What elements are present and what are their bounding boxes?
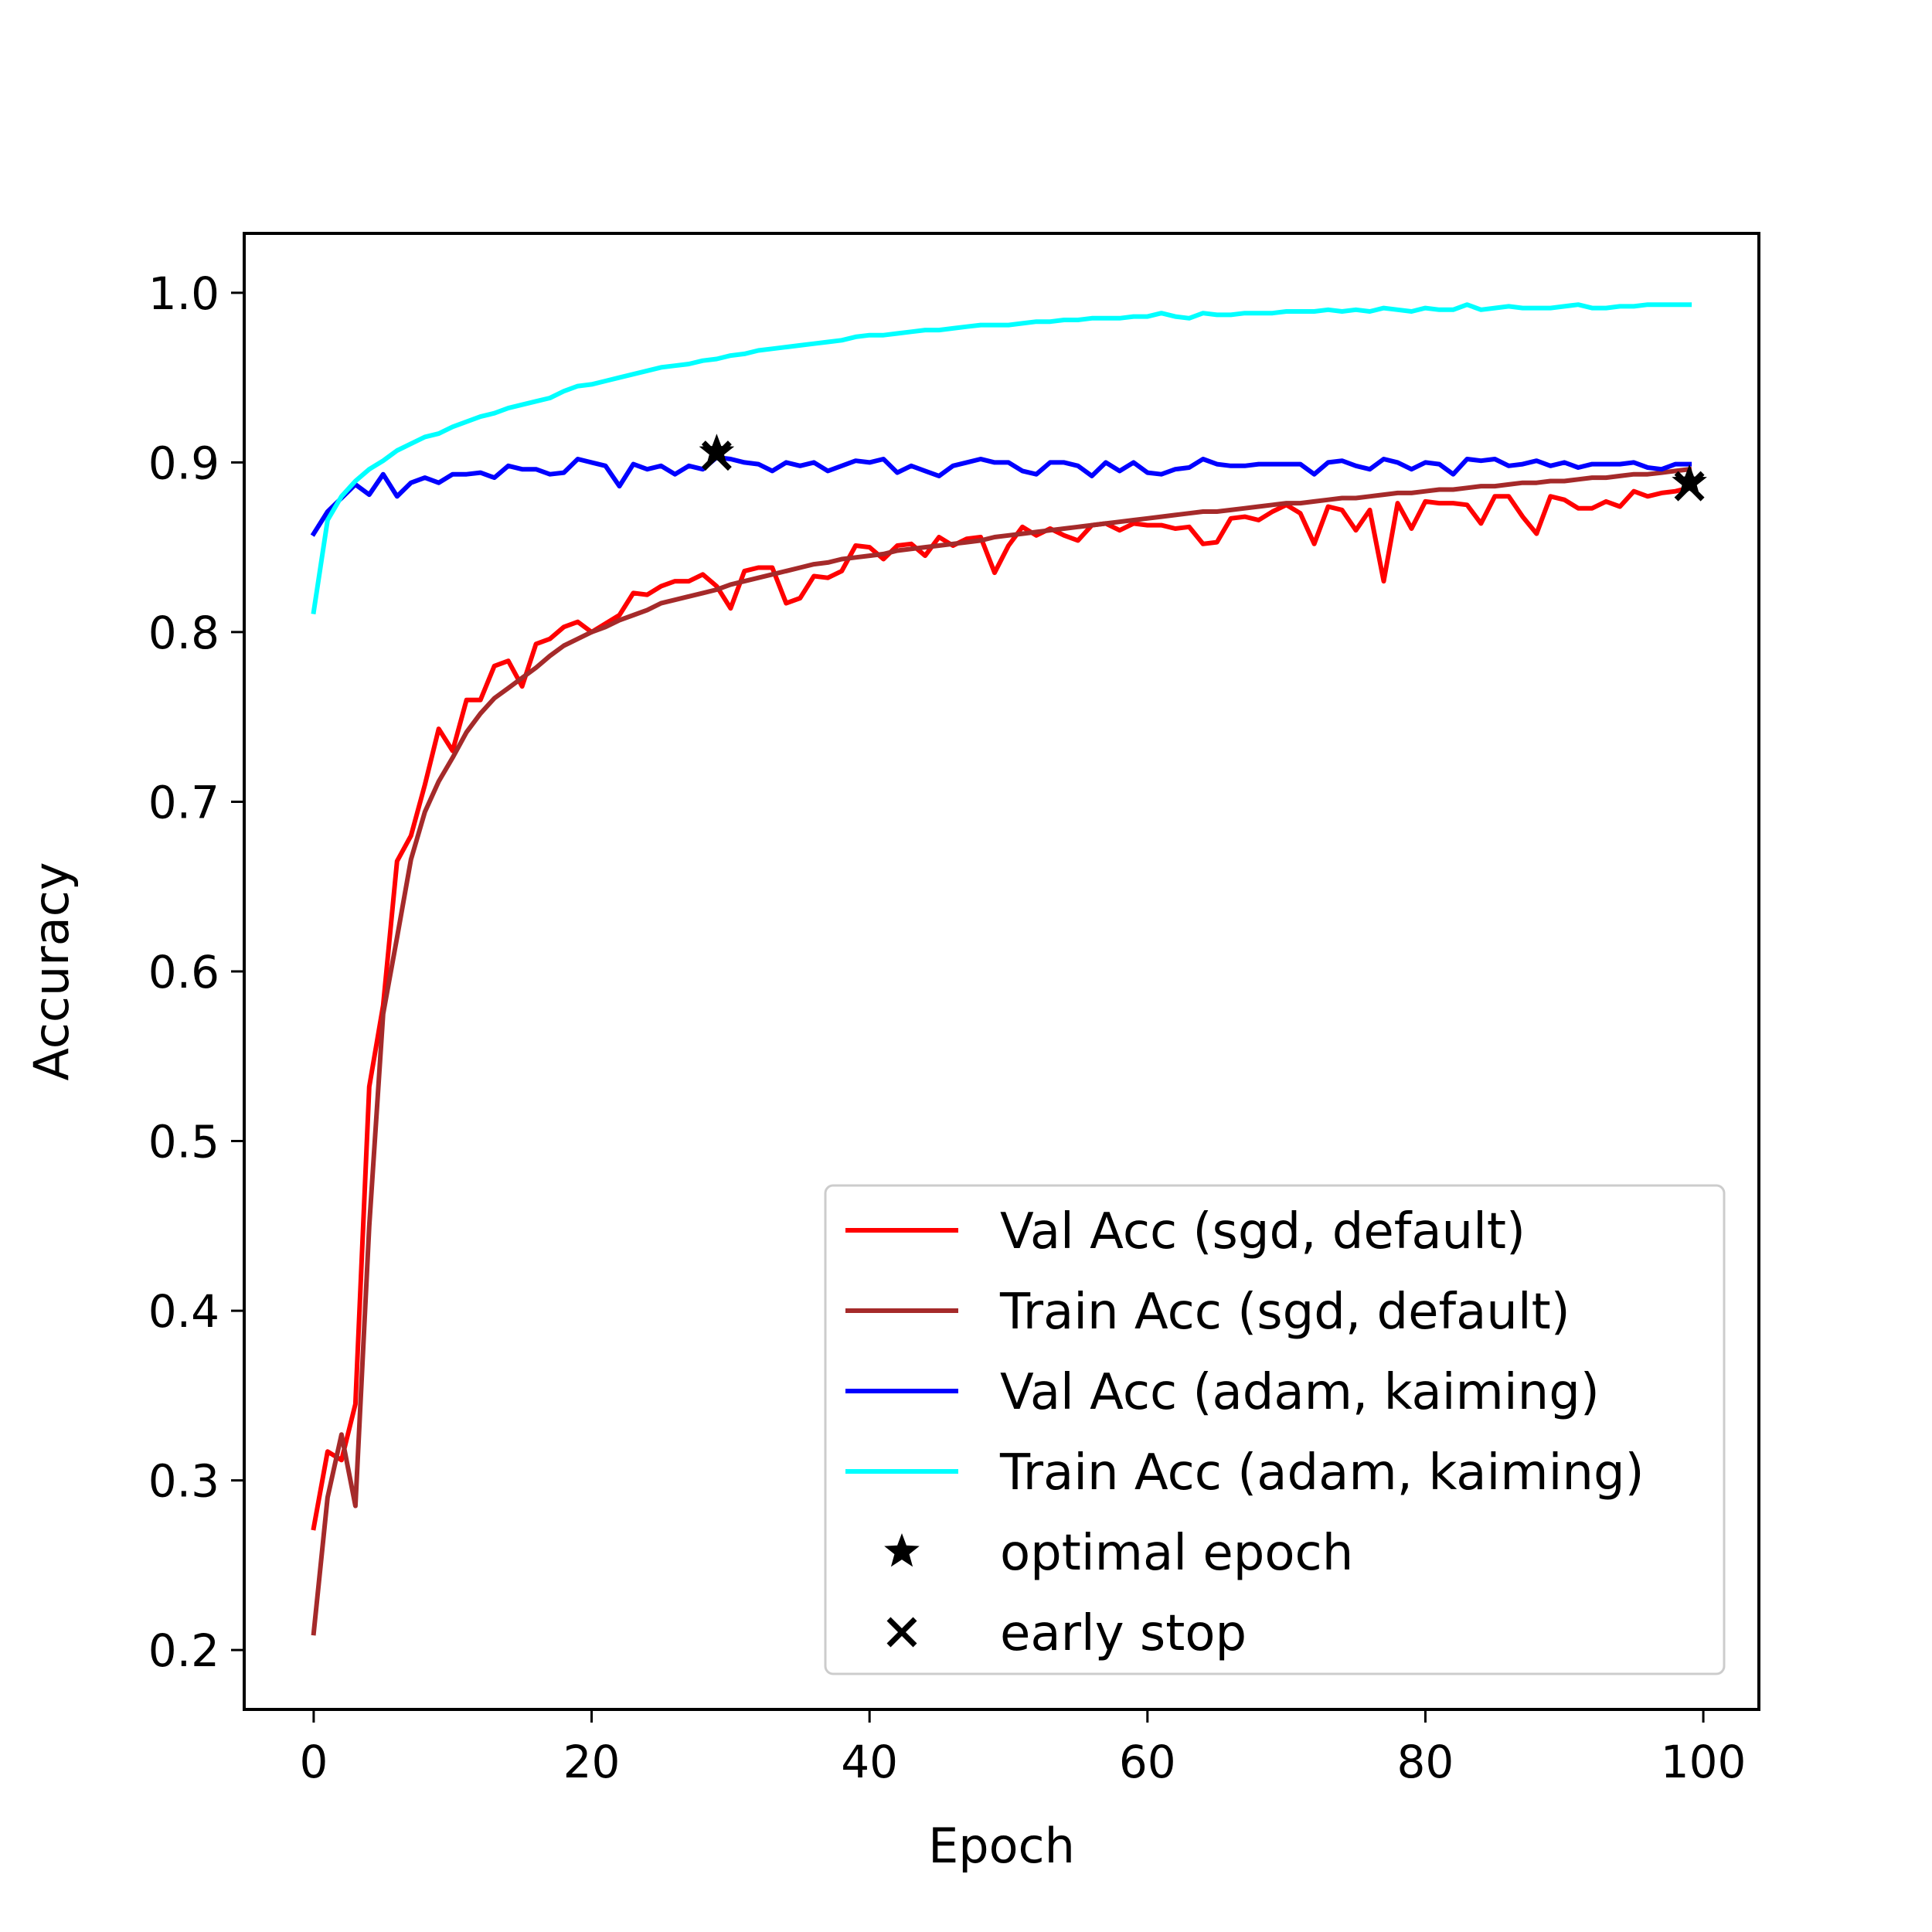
series-group xyxy=(310,302,1692,1636)
series-line-2 xyxy=(310,454,1692,537)
legend-box xyxy=(824,1184,1726,1675)
legend-label: optimal epoch xyxy=(1000,1525,1353,1582)
y-tick-label: 0.9 xyxy=(148,437,219,489)
legend: Val Acc (sgd, default) Train Acc (sgd, de… xyxy=(824,1184,1726,1675)
x-tick-label: 100 xyxy=(1661,1736,1747,1788)
y-tick-label: 0.5 xyxy=(148,1116,219,1168)
x-tick-label: 0 xyxy=(299,1736,328,1788)
optimal-epoch-marker xyxy=(699,434,735,468)
y-tick-label: 1.0 xyxy=(148,267,219,320)
early-stop-marker xyxy=(701,440,732,471)
axes-frame xyxy=(243,232,1760,1711)
series-line-1 xyxy=(311,466,1692,1636)
x-tick-label: 20 xyxy=(563,1736,621,1788)
legend-label: Val Acc (sgd, default) xyxy=(1000,1203,1526,1260)
legend-label: Train Acc (adam, kaiming) xyxy=(999,1444,1645,1502)
y-tick-label: 0.3 xyxy=(148,1455,219,1508)
legend-label: early stop xyxy=(1000,1605,1247,1662)
y-tick-label: 0.8 xyxy=(148,607,219,659)
legend-label: Val Acc (adam, kaiming) xyxy=(1000,1364,1600,1421)
series-line-3 xyxy=(311,302,1692,615)
axes-ticks: 0 20 40 60 80 100 0.2 0.3 0.4 0.5 0.6 0.7 0.8 0.9 1.0 xyxy=(148,267,1747,1788)
y-tick-label: 0.2 xyxy=(148,1624,219,1677)
y-tick-label: 0.4 xyxy=(148,1285,219,1338)
x-axis-label: Epoch xyxy=(928,1818,1075,1874)
x-tick-label: 60 xyxy=(1119,1736,1176,1788)
series-line-0 xyxy=(311,485,1692,1531)
early-stop-marker xyxy=(1674,471,1705,502)
y-axis-label: Accuracy xyxy=(23,862,80,1080)
optimal-epoch-marker xyxy=(1672,464,1707,498)
y-tick-label: 0.7 xyxy=(148,776,219,828)
legend-x-icon xyxy=(886,1617,917,1648)
x-tick-label: 40 xyxy=(841,1736,898,1788)
legend-star-icon xyxy=(884,1533,920,1567)
x-tick-label: 80 xyxy=(1397,1736,1454,1788)
legend-label: Train Acc (sgd, default) xyxy=(999,1284,1570,1341)
plot-area xyxy=(310,302,1707,1636)
y-tick-label: 0.6 xyxy=(148,946,219,998)
